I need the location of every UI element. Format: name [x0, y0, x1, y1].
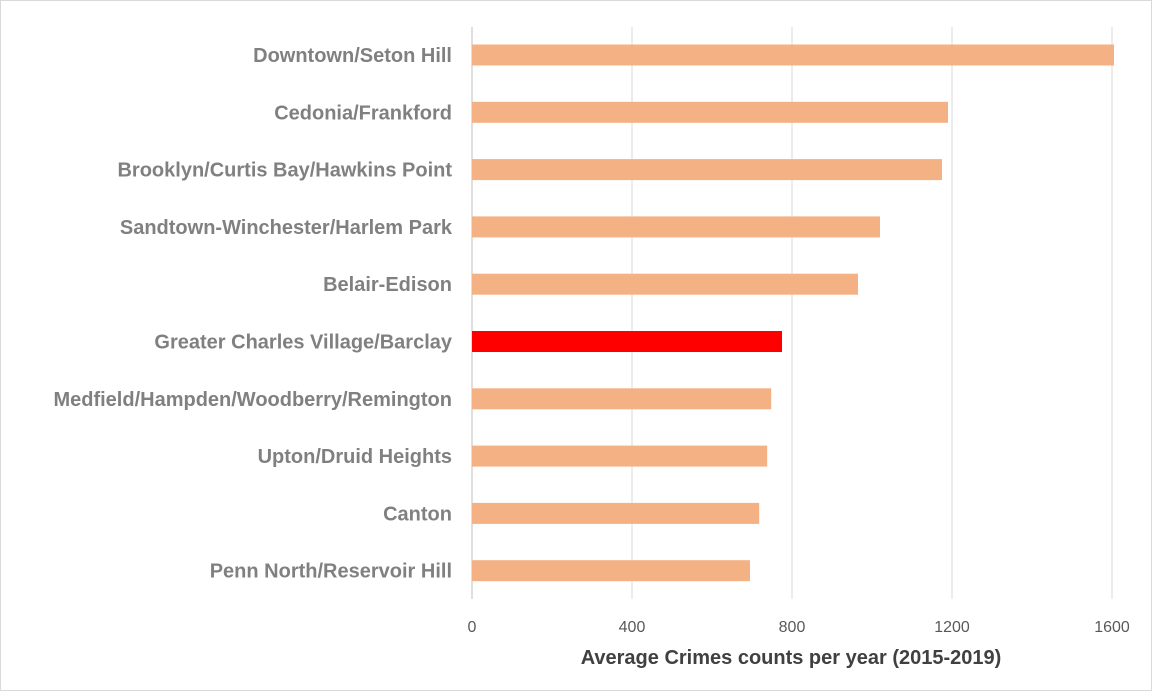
bar: [472, 560, 750, 582]
bar: [472, 101, 948, 123]
category-label: Sandtown-Winchester/Harlem Park: [120, 217, 453, 239]
x-axis-title: Average Crimes counts per year (2015-201…: [581, 647, 1002, 669]
category-label: Brooklyn/Curtis Bay/Hawkins Point: [117, 160, 452, 182]
category-label: Medfield/Hampden/Woodberry/Remington: [53, 389, 452, 411]
x-tick-label: 1200: [934, 619, 970, 636]
x-tick-labels: 0 400 800 1200 1600: [468, 619, 1130, 636]
category-label: Penn North/Reservoir Hill: [210, 561, 452, 583]
x-tick-label: 400: [619, 619, 646, 636]
bar: [472, 159, 942, 181]
category-label: Cedonia/Frankford: [274, 102, 452, 124]
bar: [472, 216, 880, 238]
highlighted-bar: [472, 331, 782, 352]
bar: [472, 445, 768, 467]
bar: [472, 44, 1114, 66]
bar: [472, 273, 858, 295]
category-labels: Downtown/Seton Hill Cedonia/Frankford Broo…: [53, 45, 452, 583]
bar: [472, 502, 760, 524]
category-label: Downtown/Seton Hill: [253, 45, 452, 67]
category-label: Upton/Druid Heights: [258, 446, 452, 468]
category-label: Belair-Edison: [323, 274, 452, 296]
category-label: Canton: [383, 503, 452, 525]
x-tick-label: 0: [468, 619, 477, 636]
category-label: Greater Charles Village/Barclay: [154, 332, 452, 354]
x-tick-label: 1600: [1094, 619, 1130, 636]
bars-layer: [472, 44, 1114, 582]
bar: [472, 388, 772, 410]
x-tick-label: 800: [779, 619, 806, 636]
